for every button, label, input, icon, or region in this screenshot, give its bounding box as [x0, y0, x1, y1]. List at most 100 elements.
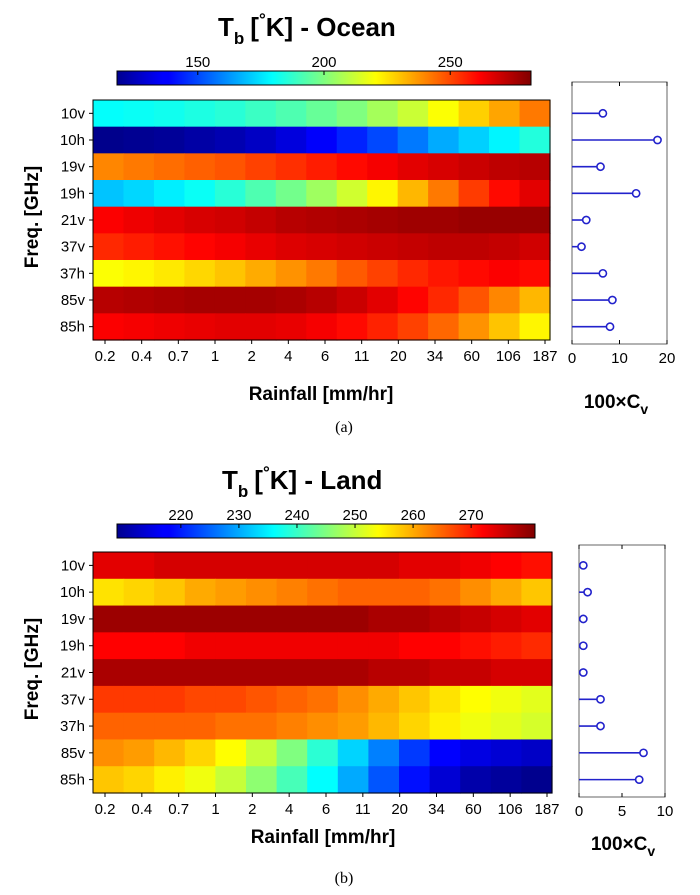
heatmap-cell [458, 126, 490, 154]
stem-x-tick-label: 10 [657, 803, 674, 820]
heatmap-cell [93, 712, 125, 741]
heatmap-cell [246, 552, 278, 580]
heatmap-cell [246, 659, 278, 687]
heatmap-cell [337, 685, 369, 714]
heatmap-cell [307, 739, 339, 767]
heatmap-cell [306, 260, 338, 288]
heatmap-cell [428, 233, 460, 261]
heatmap-cell [521, 712, 553, 741]
heatmap-cell [306, 126, 338, 154]
heatmap-cell [429, 712, 461, 741]
x-tick-label: 2 [248, 801, 256, 818]
heatmap-cell [368, 712, 400, 741]
heatmap-cell [519, 233, 551, 261]
x-tick-label: 6 [321, 348, 329, 365]
heatmap-cell [184, 206, 216, 234]
heatmap-cell [458, 206, 490, 234]
heatmap-cell [184, 578, 216, 607]
colorbar-tick-label: 200 [311, 54, 336, 71]
heatmap-cell [154, 766, 186, 794]
heatmap-cell [184, 766, 216, 794]
y-axis-label-ocean: Freq. [GHz] [22, 166, 43, 268]
stem-marker [578, 560, 588, 570]
heatmap-cell [489, 180, 521, 208]
heatmap-cell [399, 552, 431, 580]
row-label: 37v [61, 239, 86, 256]
row-label: 85h [60, 319, 85, 336]
heatmap-cell [429, 659, 461, 687]
heatmap-cell [184, 153, 216, 181]
heatmap-cell [123, 286, 155, 314]
heatmap-cell [123, 712, 155, 741]
heatmap-cell [306, 313, 338, 341]
heatmap-cell [214, 313, 246, 341]
heatmap-cell [184, 233, 216, 261]
heatmap-cell [368, 578, 400, 607]
heatmap-cell [123, 605, 155, 633]
stem-plot-land: 0 5 10 [575, 544, 674, 820]
caption-a: (a) [335, 419, 353, 436]
heatmap-cell [428, 100, 460, 128]
heatmap-cell [153, 313, 185, 341]
heatmap-cell [276, 685, 308, 714]
heatmap-cell [154, 739, 186, 767]
heatmap-cell [306, 286, 338, 314]
x-tick-label: 0.7 [168, 801, 189, 818]
heatmap-cell [367, 260, 399, 288]
heatmap-cell [275, 313, 307, 341]
heatmap-cell [521, 552, 553, 580]
colorbar-ticks-land: 220 230 240 250 260 270 [168, 507, 484, 528]
heatmap-cell [184, 552, 216, 580]
heatmap-cell [184, 260, 216, 288]
heatmap-cell [275, 206, 307, 234]
stem-marker [634, 775, 644, 785]
heatmap-cell [184, 180, 216, 208]
heatmap-cell [153, 233, 185, 261]
heatmap-cell [215, 712, 247, 741]
heatmap-cell [458, 233, 490, 261]
heatmap-cell [368, 766, 400, 794]
heatmap-cell [93, 286, 125, 314]
heatmap-cell [245, 206, 277, 234]
row-labels-ocean: 10v 10h 19v 19h 21v 37v 37h 85v 85h [60, 105, 93, 336]
heatmap-cell [123, 632, 155, 660]
stem-x-tick-label: 5 [618, 803, 626, 820]
colorbar-tick-label: 260 [401, 507, 426, 524]
heatmap-cell [184, 313, 216, 341]
row-label: 21v [61, 212, 86, 229]
heatmap-cell [460, 605, 492, 633]
chart-title-ocean: Tb [°K] - Ocean [218, 10, 396, 48]
stem-marker [578, 614, 588, 624]
colorbar-tick-label: 250 [438, 54, 463, 71]
heatmap-cell [307, 578, 339, 607]
heatmap-land [93, 552, 553, 794]
heatmap-cell [153, 100, 185, 128]
heatmap-cell [429, 766, 461, 794]
heatmap-cell [428, 153, 460, 181]
heatmap-cell [123, 739, 155, 767]
heatmap-cell [93, 260, 125, 288]
heatmap-cell [397, 126, 429, 154]
x-tick-label: 187 [534, 801, 559, 818]
heatmap-cell [458, 100, 490, 128]
heatmap-cell [397, 260, 429, 288]
heatmap-cell [490, 659, 522, 687]
row-label: 10h [60, 584, 85, 601]
row-labels-land: 10v 10h 19v 19h 21v 37v 37h 85v 85h [60, 557, 93, 789]
heatmap-cell [336, 153, 368, 181]
heatmap-cell [397, 100, 429, 128]
heatmap-cell [458, 313, 490, 341]
stem-marker [596, 721, 605, 731]
heatmap-cell [123, 578, 155, 607]
heatmap-cell [490, 712, 522, 741]
stem-x-tick-label: 20 [659, 350, 676, 367]
heatmap-cell [215, 578, 247, 607]
heatmap-cell [519, 313, 551, 341]
heatmap-cell [154, 712, 186, 741]
heatmap-cell [336, 260, 368, 288]
heatmap-cell [123, 659, 155, 687]
x-tick-label: 34 [428, 801, 445, 818]
heatmap-cell [123, 685, 155, 714]
heatmap-cell [399, 578, 431, 607]
heatmap-cell [246, 605, 278, 633]
